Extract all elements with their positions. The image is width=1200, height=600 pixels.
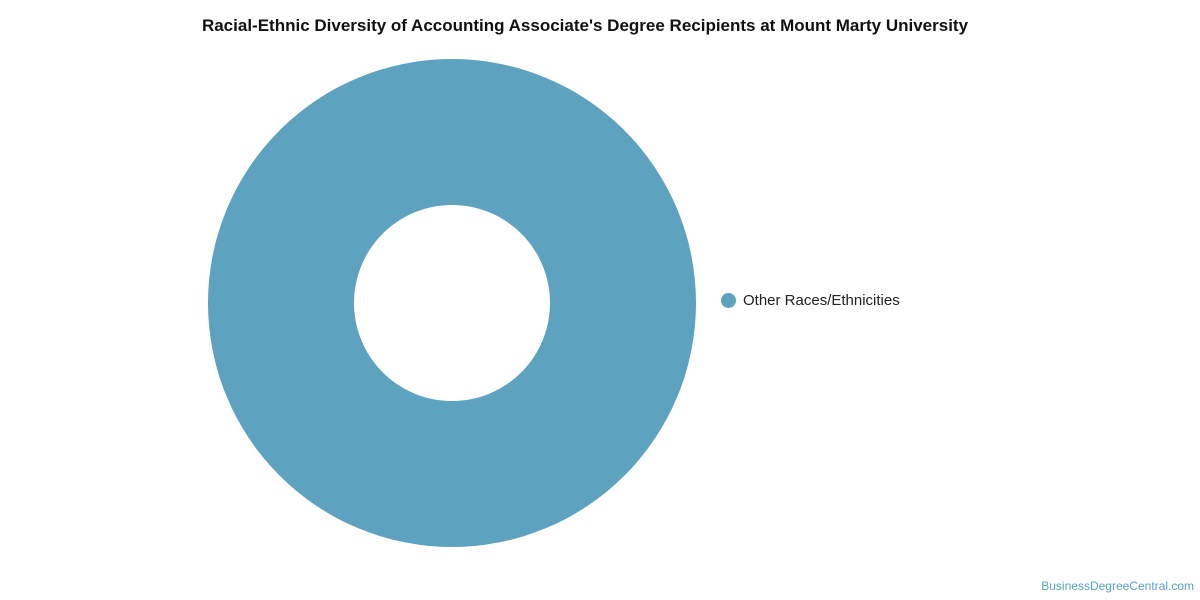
watermark-link[interactable]: BusinessDegreeCentral.com	[1041, 579, 1194, 593]
chart-title: Racial-Ethnic Diversity of Accounting As…	[201, 16, 969, 35]
legend-label-other-races: Other Races/Ethnicities	[743, 292, 900, 309]
legend: Other Races/Ethnicities	[721, 292, 900, 309]
legend-marker-other-races	[721, 293, 736, 308]
donut-slice-other-races-ethnicities	[208, 59, 696, 547]
